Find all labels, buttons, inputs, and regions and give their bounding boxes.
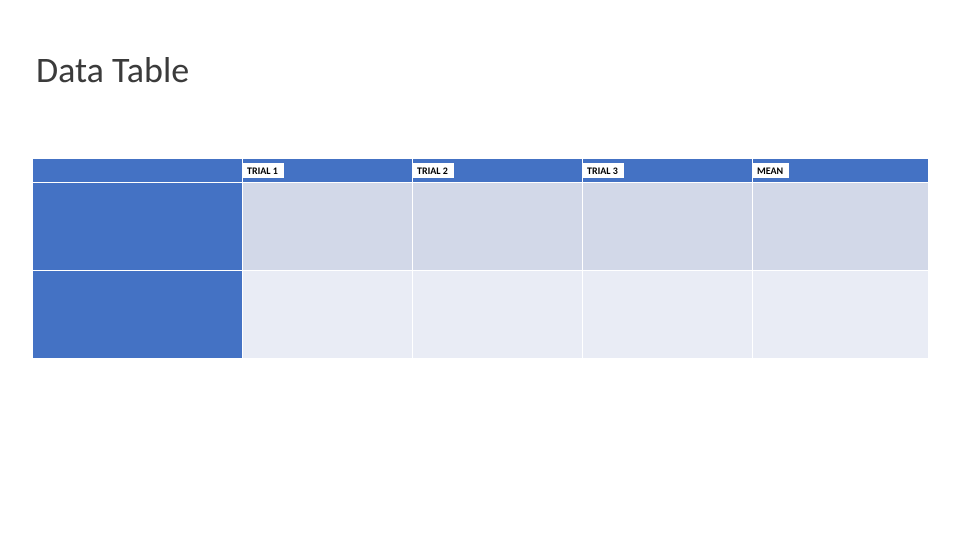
table-header-row: TRIAL 1 TRIAL 2 TRIAL 3 MEAN (33, 159, 929, 183)
table-row (33, 271, 929, 359)
data-table: TRIAL 1 TRIAL 2 TRIAL 3 MEAN (32, 158, 929, 359)
cell (583, 271, 753, 359)
header-mean-label: MEAN (753, 163, 789, 178)
cell (413, 271, 583, 359)
slide: Data Table TRIAL 1 TRIAL 2 TRIAL 3 (0, 0, 960, 540)
header-blank (33, 159, 243, 183)
cell (243, 183, 413, 271)
header-trial3-label: TRIAL 3 (583, 163, 624, 178)
table-row (33, 183, 929, 271)
header-trial2-label: TRIAL 2 (413, 163, 454, 178)
header-trial1: TRIAL 1 (243, 159, 413, 183)
header-trial3: TRIAL 3 (583, 159, 753, 183)
cell (753, 183, 929, 271)
cell (243, 271, 413, 359)
cell (583, 183, 753, 271)
row-label (33, 183, 243, 271)
cell (753, 271, 929, 359)
slide-title: Data Table (36, 48, 189, 92)
row-label (33, 271, 243, 359)
cell (413, 183, 583, 271)
header-trial1-label: TRIAL 1 (243, 163, 284, 178)
header-trial2: TRIAL 2 (413, 159, 583, 183)
header-mean: MEAN (753, 159, 929, 183)
